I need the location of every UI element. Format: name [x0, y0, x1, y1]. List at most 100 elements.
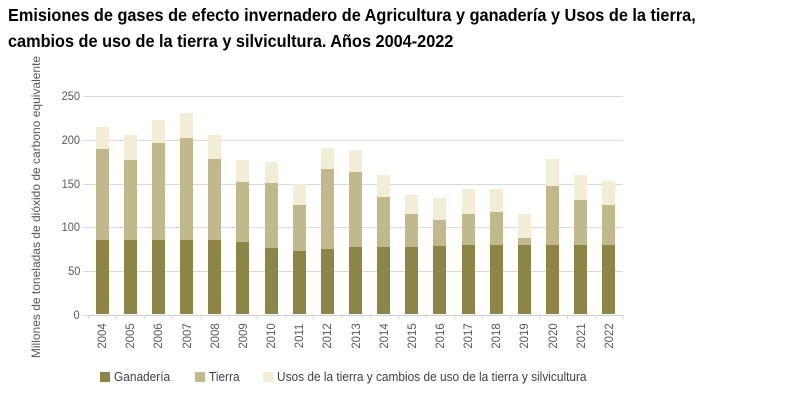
chart-title-line2: cambios de uso de la tierra y silvicultu…	[8, 31, 454, 51]
bar-segment-usos	[405, 194, 419, 215]
bar-2012	[320, 147, 334, 314]
x-tick-mark	[313, 315, 315, 319]
bar-2019	[517, 214, 531, 314]
x-tick-mark	[454, 315, 456, 319]
bar-segment-ganaderia	[292, 250, 306, 314]
bar-segment-ganaderia	[123, 240, 137, 314]
x-tick-mark	[482, 315, 484, 319]
bar-2018	[489, 188, 503, 314]
bar-segment-ganaderia	[405, 246, 419, 314]
gridline	[88, 96, 623, 97]
x-tick-label-2010: 2010	[264, 323, 279, 349]
bar-segment-ganaderia	[349, 247, 362, 314]
y-tick-value: 200	[61, 132, 80, 147]
bar-segment-tierra	[292, 204, 306, 251]
bar-segment-ganaderia	[602, 244, 616, 314]
bar-2011	[292, 183, 306, 314]
x-tick-label-2020: 2020	[545, 323, 560, 349]
bar-2020	[546, 158, 560, 314]
bar-segment-usos	[292, 183, 306, 205]
bar-segment-ganaderia	[180, 240, 194, 314]
x-tick-mark	[510, 315, 512, 319]
x-tick-label-2011: 2011	[292, 323, 307, 349]
legend-item-usos: Usos de la tierra y cambios de uso de la…	[263, 370, 603, 384]
x-tick-mark	[369, 315, 371, 319]
bar-segment-ganaderia	[546, 244, 560, 314]
bar-2013	[349, 150, 362, 314]
bar-segment-tierra	[377, 196, 391, 247]
x-tick-label-2005: 2005	[123, 323, 138, 349]
bar-segment-ganaderia	[517, 244, 531, 314]
y-tick-mark	[83, 139, 88, 141]
bar-segment-usos	[461, 188, 475, 215]
x-tick-mark	[228, 315, 230, 319]
legend-label: Ganadería	[114, 370, 171, 384]
x-tick-label-2019: 2019	[517, 323, 532, 349]
legend-swatch-usos	[263, 372, 274, 382]
bar-segment-usos	[574, 174, 588, 201]
bar-segment-usos	[517, 214, 531, 238]
x-tick-label-2006: 2006	[151, 323, 166, 349]
x-tick-label-2013: 2013	[348, 323, 363, 349]
y-tick-value: 50	[67, 264, 80, 279]
legend-label: Tierra	[209, 370, 240, 384]
y-tick-mark	[83, 183, 88, 185]
bar-segment-ganaderia	[264, 248, 278, 314]
bar-segment-tierra	[180, 137, 194, 241]
y-tick-mark	[83, 315, 88, 316]
bar-2006	[151, 119, 165, 314]
x-tick-mark	[88, 315, 89, 319]
bar-segment-tierra	[236, 181, 250, 243]
x-tick-mark	[397, 315, 399, 319]
x-tick-mark	[116, 315, 118, 319]
bar-2021	[574, 174, 588, 314]
bar-2007	[180, 112, 194, 314]
x-tick-label-2017: 2017	[461, 323, 476, 349]
y-tick-mark	[83, 96, 88, 97]
x-tick-label-2007: 2007	[179, 323, 194, 349]
bar-segment-usos	[208, 135, 222, 159]
bar-2004	[95, 127, 109, 314]
bar-2017	[461, 188, 475, 314]
bar-2014	[377, 174, 391, 314]
bar-segment-tierra	[574, 200, 588, 245]
bar-segment-tierra	[95, 149, 109, 241]
bar-segment-tierra	[349, 172, 362, 248]
bar-segment-usos	[377, 174, 391, 197]
bar-segment-tierra	[602, 205, 616, 245]
x-axis-line	[88, 315, 623, 316]
chart-title: Emisiones de gases de efecto invernadero…	[8, 2, 696, 54]
y-tick-mark	[83, 227, 88, 229]
bar-segment-usos	[123, 135, 137, 160]
bar-segment-ganaderia	[377, 246, 391, 314]
bar-segment-ganaderia	[489, 244, 503, 314]
bar-2008	[208, 135, 222, 314]
bar-segment-tierra	[320, 169, 334, 250]
bar-segment-ganaderia	[151, 239, 165, 314]
bar-segment-usos	[151, 119, 165, 144]
bar-segment-tierra	[517, 237, 531, 245]
x-tick-label-2022: 2022	[601, 323, 616, 349]
bar-2016	[433, 198, 447, 314]
bar-segment-tierra	[546, 186, 560, 245]
bar-segment-tierra	[461, 214, 475, 245]
x-tick-mark	[341, 315, 343, 319]
chart-title-line1: Emisiones de gases de efecto invernadero…	[8, 5, 696, 25]
bar-segment-usos	[320, 147, 334, 170]
x-tick-mark	[172, 315, 174, 319]
y-tick-label: 50	[40, 264, 80, 278]
x-tick-mark	[285, 315, 287, 319]
bar-segment-ganaderia	[236, 242, 250, 314]
bar-segment-tierra	[208, 158, 222, 240]
bar-2015	[405, 194, 419, 314]
x-tick-mark	[200, 315, 202, 319]
bar-segment-ganaderia	[95, 240, 109, 314]
x-tick-label-2004: 2004	[95, 323, 110, 349]
x-tick-mark	[256, 315, 258, 319]
legend-item-ganaderia: Ganadería	[100, 370, 173, 384]
x-tick-mark	[623, 315, 624, 319]
y-tick-label: 200	[40, 133, 80, 147]
x-tick-label-2016: 2016	[432, 323, 447, 349]
bar-segment-usos	[546, 158, 560, 187]
